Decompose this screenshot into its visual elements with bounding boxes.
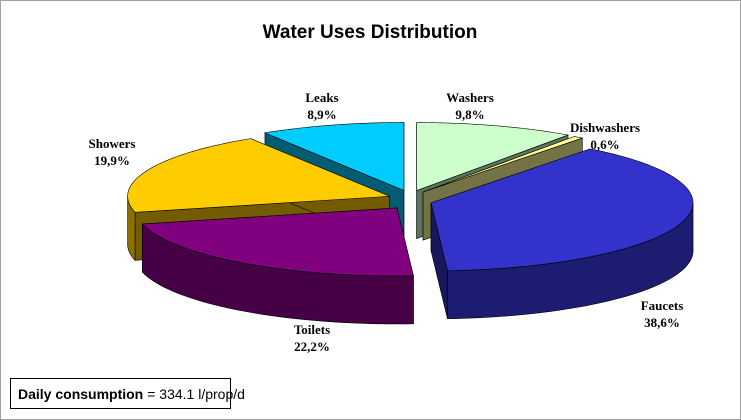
slice-value-label: 19,9% <box>94 153 130 168</box>
footnote-box <box>10 378 231 409</box>
slice-value-label: 38,6% <box>644 315 680 330</box>
footnote-label: Daily consumption <box>18 386 143 402</box>
slice-value-label: 9,8% <box>455 107 484 122</box>
footnote-text: = 334.1 l/prop/d <box>147 386 245 402</box>
slice <box>141 207 414 277</box>
footnote: Daily consumption = 334.1 l/prop/d <box>18 386 245 402</box>
slice <box>416 122 570 191</box>
slice <box>127 138 390 213</box>
slice-value-label: 0,6% <box>590 137 619 152</box>
slice-label: Toilets <box>294 322 330 337</box>
slice-label: Faucets <box>641 298 684 313</box>
pie <box>127 122 694 325</box>
slice-label: Leaks <box>305 90 338 105</box>
slice-label: Showers <box>89 136 136 151</box>
slice <box>263 122 405 191</box>
slice <box>430 148 694 272</box>
slice-label: Washers <box>446 90 494 105</box>
chart-title: Water Uses Distribution <box>263 22 478 43</box>
slice-label: Dishwashers <box>570 120 640 135</box>
slice-value-label: 22,2% <box>294 339 330 354</box>
slice-value-label: 8,9% <box>307 107 336 122</box>
labels: Washers 9,8% Dishwashers 0,6% Faucets 38,6% To… <box>89 90 684 354</box>
slice <box>422 136 584 193</box>
